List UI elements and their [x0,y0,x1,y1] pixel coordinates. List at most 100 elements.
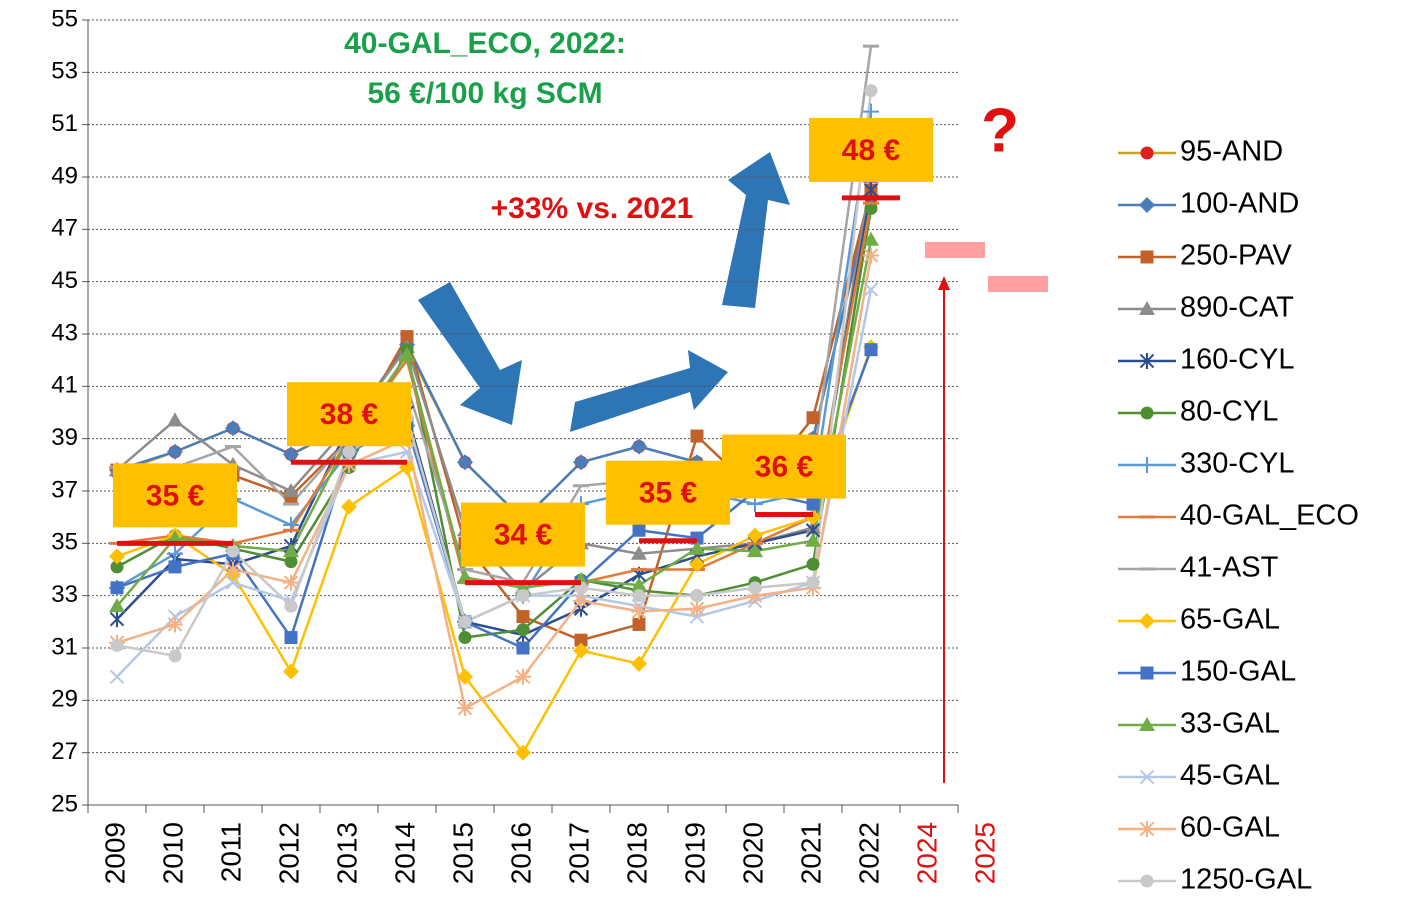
x-tick-label: 2019 [679,822,710,884]
y-tick-label: 41 [51,372,78,399]
marker [168,560,182,574]
marker [1139,821,1155,837]
marker [631,545,647,560]
x-tick-label: 2025 [969,822,1000,884]
x-tick-label: 2013 [331,822,362,884]
legend-label: 1250-GAL [1180,864,1312,896]
y-tick-label: 43 [51,319,78,346]
marker [1139,457,1155,473]
price-box [606,460,730,525]
annotation: 40-GAL_ECO, 2022: [344,27,626,60]
x-tick-label: 2015 [447,822,478,884]
marker [863,282,879,297]
marker [631,655,647,672]
price-box [461,502,585,567]
arrow-up [722,152,790,308]
marker [516,589,530,603]
marker [863,231,879,246]
y-tick-label: 49 [51,162,78,189]
x-tick-label: 2009 [99,822,130,884]
marker [458,615,472,629]
marker [573,642,589,659]
marker [341,456,357,473]
marker [110,581,124,595]
price-label: 35 € [146,479,205,512]
marker [515,668,531,685]
marker [689,556,705,573]
arrow-down [418,282,522,425]
series-line [116,349,873,650]
marker [631,438,647,455]
marker [690,429,704,443]
marker [516,623,530,637]
x-tick-label: 2024 [911,822,942,884]
annotation: ? [981,96,1019,165]
y-tick-label: 55 [51,5,78,32]
marker [167,412,183,427]
y-tick-label: 47 [51,215,78,242]
marker [1140,406,1154,420]
price-box [113,463,237,528]
legend-label: 80-CYL [1180,396,1278,428]
marker [283,663,299,680]
forecast-bar [925,242,985,258]
forecast-arrow-head [938,276,950,290]
marker [457,668,473,685]
marker [747,527,763,544]
marker [632,589,646,603]
marker [225,420,241,437]
legend-label: 60-GAL [1180,812,1280,844]
series-line [116,90,873,658]
y-tick-label: 51 [51,110,78,137]
marker [399,444,415,459]
marker [110,560,124,574]
marker [747,587,763,604]
marker [747,543,763,558]
marker [806,497,820,511]
marker [109,669,125,684]
marker [1139,769,1155,785]
marker [574,633,588,647]
marker [400,330,414,344]
legend-label: 45-GAL [1180,760,1280,792]
marker [516,610,530,624]
legend-label: 250-PAV [1180,240,1292,272]
y-tick-label: 25 [51,790,78,817]
marker [806,411,820,425]
marker [1139,613,1155,629]
marker [225,575,241,590]
marker [283,446,299,463]
marker [109,548,125,565]
marker [689,600,705,617]
y-tick-label: 39 [51,424,78,451]
legend-label: 41-AST [1180,552,1279,584]
marker [863,182,879,199]
marker [110,638,124,652]
marker [1139,301,1155,315]
y-tick-label: 45 [51,267,78,294]
x-tick-label: 2022 [853,822,884,884]
legend-label: 330-CYL [1180,448,1294,480]
marker [573,454,589,471]
marker [690,589,704,603]
marker [863,103,879,120]
price-label: 38 € [320,398,379,431]
arrow-right [570,350,728,432]
marker [457,569,473,584]
legend-label: 890-CAT [1180,292,1294,324]
legend-label: 33-GAL [1180,708,1280,740]
legend-label: 40-GAL_ECO [1180,500,1359,532]
marker [748,581,762,595]
price-label: 35 € [639,477,698,510]
marker [1140,146,1154,160]
legend-label: 65-GAL [1180,604,1280,636]
x-tick-label: 2021 [795,822,826,884]
marker [1140,666,1154,680]
marker [805,532,821,547]
price-box [809,117,933,182]
marker [167,545,183,562]
marker [632,523,646,537]
marker [284,631,298,645]
series-line [116,255,873,711]
